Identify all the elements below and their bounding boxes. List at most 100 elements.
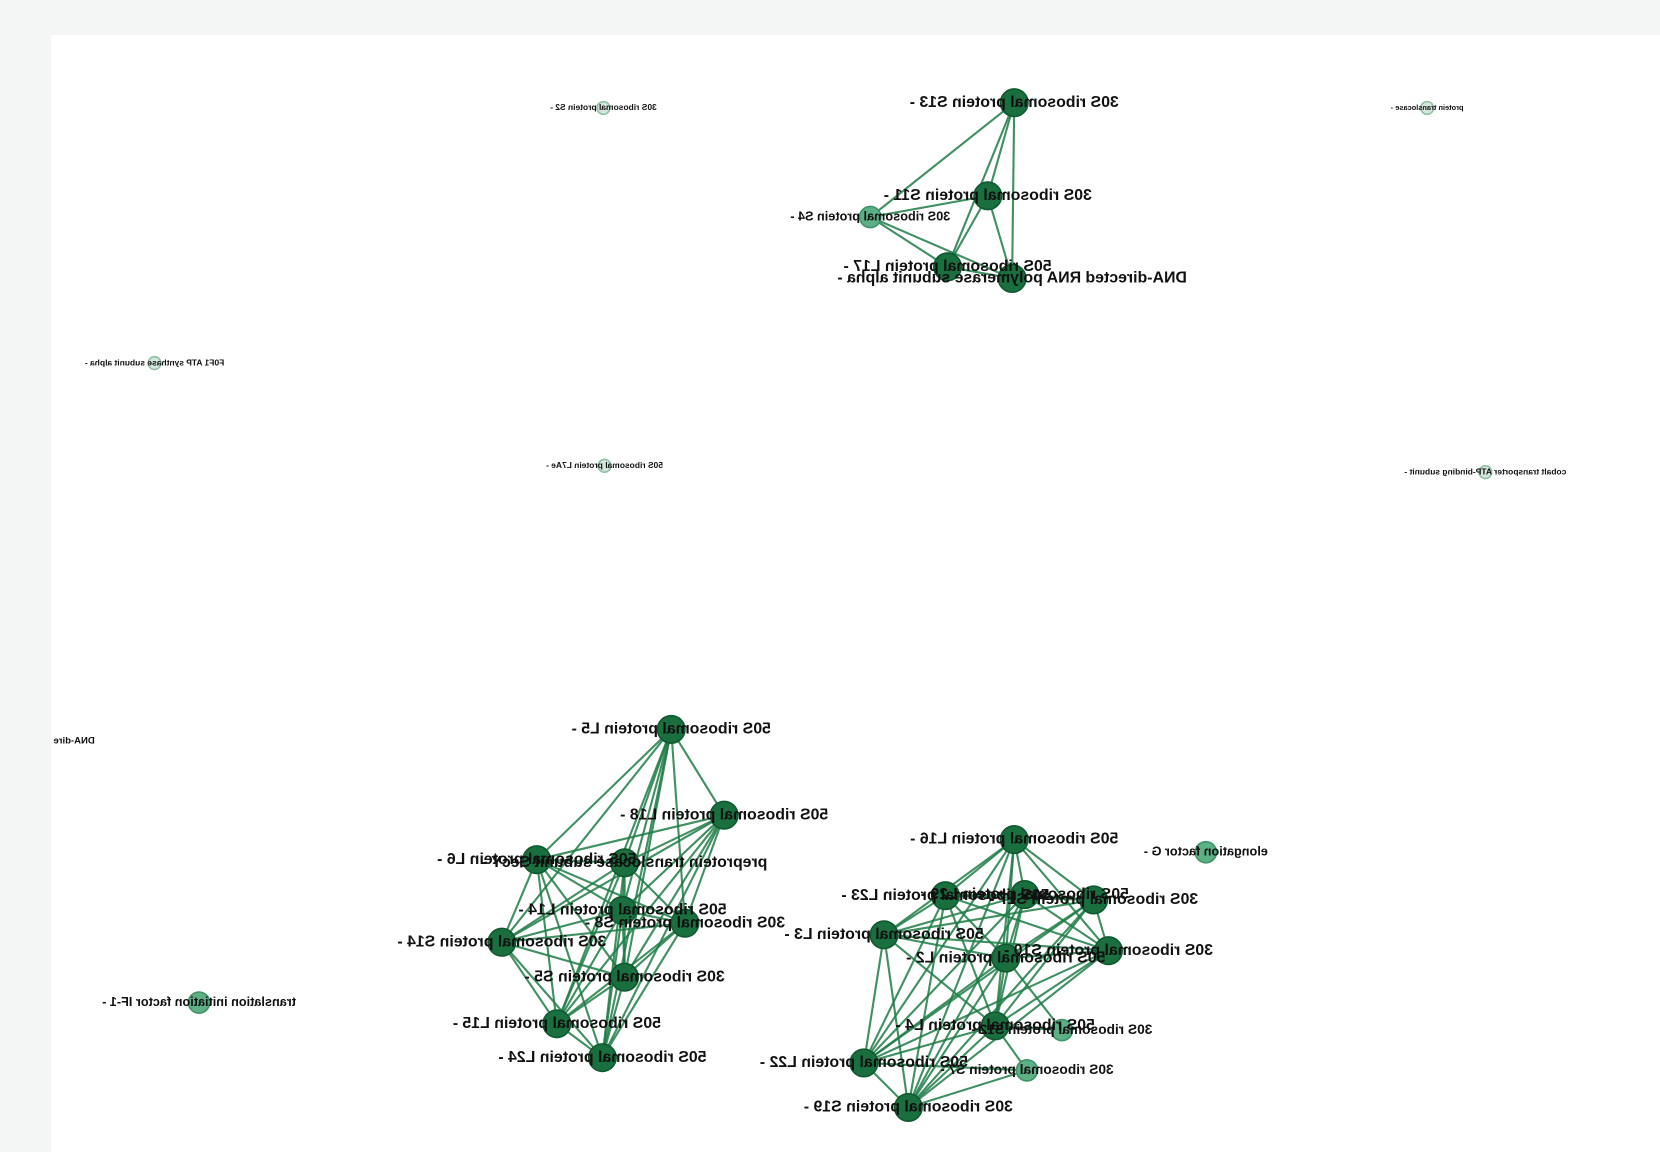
node[interactable] xyxy=(999,824,1029,855)
node[interactable] xyxy=(607,895,638,926)
edge xyxy=(945,894,1109,952)
node-label: 50S ribosomal protein L15 - xyxy=(453,1015,661,1032)
node[interactable] xyxy=(973,181,1003,211)
node[interactable] xyxy=(587,1043,617,1073)
node[interactable] xyxy=(991,943,1021,973)
node[interactable] xyxy=(930,881,960,911)
node-label: 30S ribosomal protein S11 - xyxy=(884,187,1092,204)
node[interactable] xyxy=(1015,1058,1039,1082)
edge xyxy=(536,728,672,861)
edge xyxy=(908,1069,1028,1109)
edge xyxy=(1024,893,1110,952)
node-label: 50S ribosomal protein L2 - xyxy=(906,949,1105,966)
node[interactable] xyxy=(869,920,899,950)
edge xyxy=(883,898,1094,936)
edge xyxy=(907,899,1095,1109)
edge xyxy=(601,814,726,1059)
node[interactable] xyxy=(858,205,882,229)
node[interactable] xyxy=(999,88,1029,118)
node-label: 50S ribosomal protein L18 - xyxy=(620,806,828,823)
edge xyxy=(535,859,626,978)
node[interactable] xyxy=(997,263,1027,293)
node-label: 30S ribosomal protein S13 - xyxy=(910,94,1119,111)
edge xyxy=(535,859,604,1058)
node[interactable] xyxy=(147,355,162,371)
node-label: 50S ribosomal protein L22 - xyxy=(760,1054,968,1071)
node[interactable] xyxy=(1194,840,1218,864)
edge xyxy=(869,101,1015,218)
node-label: 30S ribosomal protein S12 - xyxy=(971,1022,1153,1037)
node[interactable] xyxy=(542,1009,572,1039)
edge xyxy=(670,728,726,816)
node-label: 50S ribosomal protein L29 - xyxy=(921,886,1129,903)
nodes xyxy=(147,88,1493,1122)
node[interactable] xyxy=(1079,885,1109,915)
node[interactable] xyxy=(980,1011,1010,1041)
labels: 30S ribosomal protein S13 - 30S ribosomal… xyxy=(53,94,1566,1116)
edge xyxy=(907,839,1016,1108)
edge xyxy=(907,895,947,1108)
node-label: DNA-dire xyxy=(53,736,94,747)
node-label: 50S ribosomal protein L6 - xyxy=(437,851,636,868)
edge xyxy=(907,894,1026,1108)
edge xyxy=(863,893,1026,1064)
node[interactable] xyxy=(656,714,686,745)
edge xyxy=(907,957,1007,1108)
edge xyxy=(863,957,1007,1064)
edge xyxy=(994,899,1095,1027)
node[interactable] xyxy=(1419,100,1435,116)
node-label: 30S ribosomal protein S2 - xyxy=(550,102,657,112)
edge xyxy=(862,934,886,1064)
edge xyxy=(882,934,910,1108)
node-label: 50S ribosomal protein L5 - xyxy=(572,721,771,738)
edge xyxy=(863,1061,1027,1072)
edge xyxy=(986,102,1016,197)
node[interactable] xyxy=(709,800,739,830)
edge xyxy=(501,941,625,979)
node[interactable] xyxy=(932,252,963,282)
edge xyxy=(863,838,1016,1064)
edge xyxy=(621,729,673,911)
node[interactable] xyxy=(1478,465,1493,480)
node-label: protein translocase - xyxy=(1390,103,1463,112)
edge xyxy=(500,941,558,1025)
edge xyxy=(621,814,725,912)
node[interactable] xyxy=(522,845,552,875)
edge xyxy=(870,194,988,219)
node-label: 50S ribosomal protein L16 - xyxy=(910,831,1118,848)
node[interactable] xyxy=(1093,936,1124,966)
node[interactable] xyxy=(596,100,611,116)
node[interactable] xyxy=(487,927,517,957)
edge xyxy=(869,216,949,268)
node-label: elongation factor G - xyxy=(1144,845,1268,859)
edge xyxy=(500,728,673,943)
edge xyxy=(944,895,997,1027)
node-label: preprotein translocase subunit SecY - xyxy=(482,854,768,871)
edge xyxy=(555,862,626,1025)
edge xyxy=(601,922,686,1059)
edge xyxy=(556,814,725,1025)
edge xyxy=(683,814,726,924)
node-label: 50S ribosomal protein L24 - xyxy=(498,1049,706,1066)
graph: 30S ribosomal protein S13 - 30S ribosomal… xyxy=(53,88,1566,1122)
edge xyxy=(883,893,1026,936)
node[interactable] xyxy=(610,848,640,878)
node[interactable] xyxy=(1050,1018,1074,1042)
node-label: 30S ribosomal protein S5 - xyxy=(525,968,725,985)
node-label: DNA-directed RNA polymerase subunit alph… xyxy=(837,270,1187,287)
node-label: 50S ribosomal protein L14 - xyxy=(518,902,726,919)
edge xyxy=(1005,949,1109,960)
node[interactable] xyxy=(1010,880,1040,910)
node[interactable] xyxy=(849,1048,879,1078)
node-label: cobalt transporter ATP-binding subunit - xyxy=(1404,466,1566,476)
node[interactable] xyxy=(187,991,211,1014)
node[interactable] xyxy=(893,1092,923,1122)
edge xyxy=(500,859,538,943)
edge xyxy=(1004,957,1063,1031)
node[interactable] xyxy=(670,908,700,938)
node-label: 30S ribosomal protein S14 - xyxy=(397,933,606,950)
edge xyxy=(994,949,1110,1027)
edge xyxy=(501,814,725,944)
node[interactable] xyxy=(597,458,612,473)
node[interactable] xyxy=(610,962,640,992)
